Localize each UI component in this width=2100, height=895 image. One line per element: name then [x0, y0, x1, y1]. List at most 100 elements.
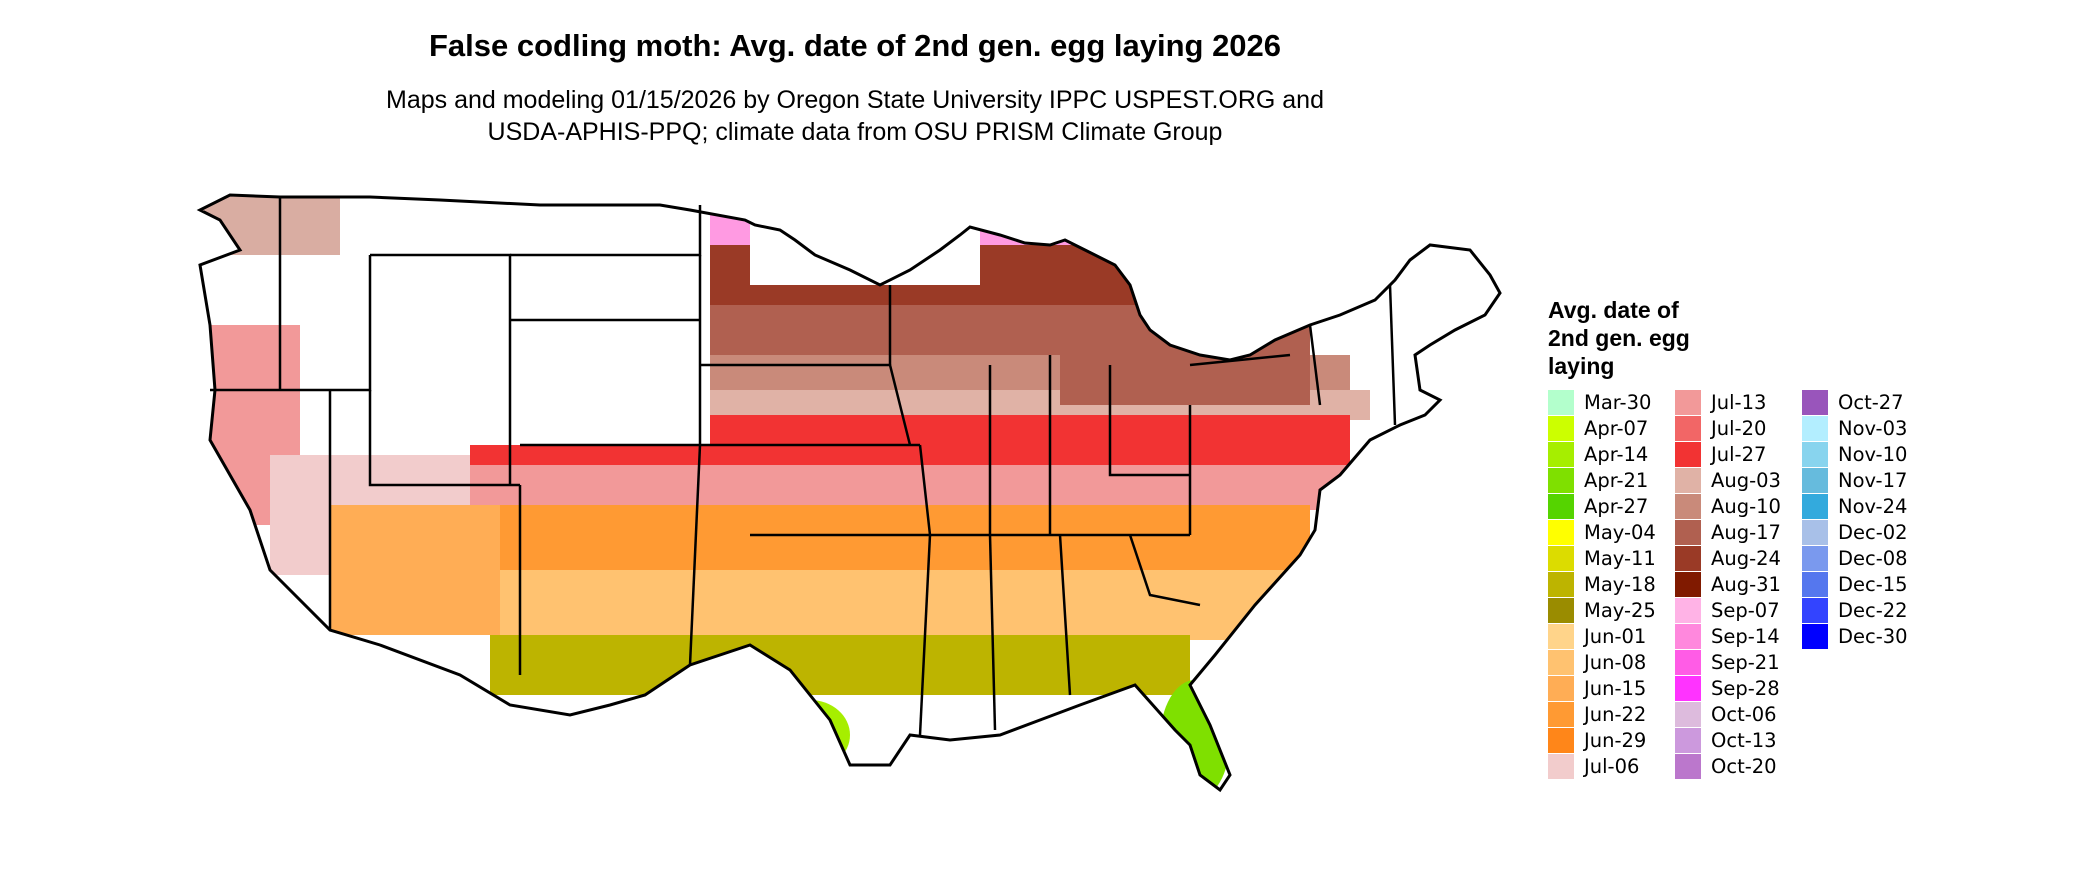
legend-label: Jul-06 — [1584, 754, 1640, 778]
zone-rockies-no-data — [350, 195, 710, 445]
legend-swatch — [1548, 571, 1574, 597]
legend-item: May-04 — [1548, 519, 1656, 545]
legend-item: Nov-24 — [1802, 493, 1908, 519]
map-title: False codling moth: Avg. date of 2nd gen… — [428, 28, 1282, 63]
legend-item: Jul-27 — [1675, 441, 1766, 467]
legend-swatch — [1548, 597, 1574, 623]
legend-item: Jul-13 — [1675, 389, 1767, 415]
zone-west-brown — [200, 195, 340, 255]
legend-label: Sep-07 — [1711, 598, 1780, 622]
legend-swatch — [1548, 545, 1574, 571]
state-borders — [210, 197, 1397, 736]
map-subtitle-line-1: Maps and modeling 01/15/2026 by Oregon S… — [386, 86, 1324, 114]
legend-label: Sep-21 — [1711, 650, 1780, 674]
legend-swatch — [1675, 571, 1701, 597]
legend-swatch — [1548, 753, 1574, 779]
legend-label: Jun-29 — [1584, 728, 1647, 752]
legend-label: Dec-08 — [1838, 546, 1908, 570]
legend-title-line: Avg. date of — [1548, 297, 1679, 323]
legend-title: Avg. date of 2nd gen. egg laying — [1548, 296, 1768, 380]
legend-swatch — [1675, 701, 1701, 727]
legend-label: Oct-06 — [1711, 702, 1777, 726]
legend-swatch — [1675, 753, 1701, 779]
legend-item: Jul-20 — [1675, 415, 1767, 441]
legend-item: Apr-07 — [1548, 415, 1648, 441]
legend-swatch — [1548, 649, 1574, 675]
legend-swatch — [1675, 441, 1701, 467]
legend-item: May-18 — [1548, 571, 1656, 597]
legend-item: Oct-13 — [1675, 727, 1777, 753]
legend-label: Dec-15 — [1838, 572, 1908, 596]
legend-swatch — [1548, 441, 1574, 467]
legend-item: Dec-08 — [1802, 545, 1908, 571]
legend-label: May-25 — [1584, 598, 1656, 622]
legend-swatch — [1548, 675, 1574, 701]
legend-label: May-18 — [1584, 572, 1656, 596]
legend-item: Dec-30 — [1802, 623, 1908, 649]
legend-item: Jun-15 — [1548, 675, 1647, 701]
legend-swatch — [1548, 467, 1574, 493]
legend-swatch — [1802, 545, 1828, 571]
legend-swatch — [1675, 493, 1701, 519]
legend-swatch — [1802, 389, 1828, 415]
legend-item: May-11 — [1548, 545, 1656, 571]
legend-swatch — [1802, 519, 1828, 545]
legend-label: Nov-17 — [1838, 468, 1908, 492]
legend-item: Mar-30 — [1548, 389, 1652, 415]
legend-item: Sep-07 — [1675, 597, 1780, 623]
legend-swatch — [1675, 597, 1701, 623]
legend-label: Oct-27 — [1838, 390, 1904, 414]
legend-label: Jul-13 — [1711, 390, 1767, 414]
legend-swatch — [1802, 571, 1828, 597]
legend-label: Oct-20 — [1711, 754, 1777, 778]
legend-label: Apr-21 — [1584, 468, 1649, 492]
legend-swatch — [1548, 519, 1574, 545]
legend-label: Sep-28 — [1711, 676, 1780, 700]
legend-swatch — [1675, 467, 1701, 493]
legend-swatch — [1675, 519, 1701, 545]
legend-swatch — [1802, 493, 1828, 519]
legend-swatch — [1548, 493, 1574, 519]
legend-item: Aug-31 — [1675, 571, 1781, 597]
legend-swatch — [1548, 415, 1574, 441]
legend-label: May-11 — [1584, 546, 1656, 570]
legend-item: Nov-10 — [1802, 441, 1907, 467]
legend-item: Jul-06 — [1548, 753, 1640, 779]
legend-label: Jun-22 — [1584, 702, 1647, 726]
legend-swatch — [1802, 623, 1828, 649]
legend-item: Jun-29 — [1548, 727, 1647, 753]
legend-item: Nov-03 — [1802, 415, 1908, 441]
legend-label: May-04 — [1584, 520, 1656, 544]
legend-title-line: 2nd gen. egg — [1548, 325, 1690, 351]
legend-item: Sep-28 — [1675, 675, 1780, 701]
legend-swatch — [1675, 415, 1701, 441]
legend-label: Apr-27 — [1584, 494, 1649, 518]
legend-label: Nov-03 — [1838, 416, 1908, 440]
legend-label: Mar-30 — [1584, 390, 1652, 414]
legend-item: May-25 — [1548, 597, 1656, 623]
us-outline — [196, 193, 1502, 793]
legend-swatch — [1548, 701, 1574, 727]
legend-item: Aug-17 — [1675, 519, 1781, 545]
legend-label: Apr-14 — [1584, 442, 1649, 466]
legend-label: Aug-17 — [1711, 520, 1781, 544]
legend-label: Nov-24 — [1838, 494, 1908, 518]
legend-item: Dec-02 — [1802, 519, 1908, 545]
legend-label: Dec-30 — [1838, 624, 1908, 648]
legend-item: Nov-17 — [1802, 467, 1908, 493]
legend-swatch — [1802, 415, 1828, 441]
legend-item: Sep-14 — [1675, 623, 1780, 649]
legend-label: Jun-08 — [1584, 650, 1647, 674]
legend-item: Aug-24 — [1675, 545, 1781, 571]
legend-swatch — [1675, 545, 1701, 571]
legend-label: Dec-22 — [1838, 598, 1908, 622]
legend-label: Jun-15 — [1584, 676, 1647, 700]
legend-label: Aug-24 — [1711, 546, 1781, 570]
legend-item: Aug-03 — [1675, 467, 1781, 493]
zone-northeast-white — [1190, 195, 1500, 295]
legend-label: Jul-20 — [1711, 416, 1767, 440]
legend-swatch — [1548, 389, 1574, 415]
legend-swatch — [1802, 597, 1828, 623]
zone-jun-08 — [490, 570, 1290, 640]
zone-northeast-brown — [1060, 325, 1310, 405]
